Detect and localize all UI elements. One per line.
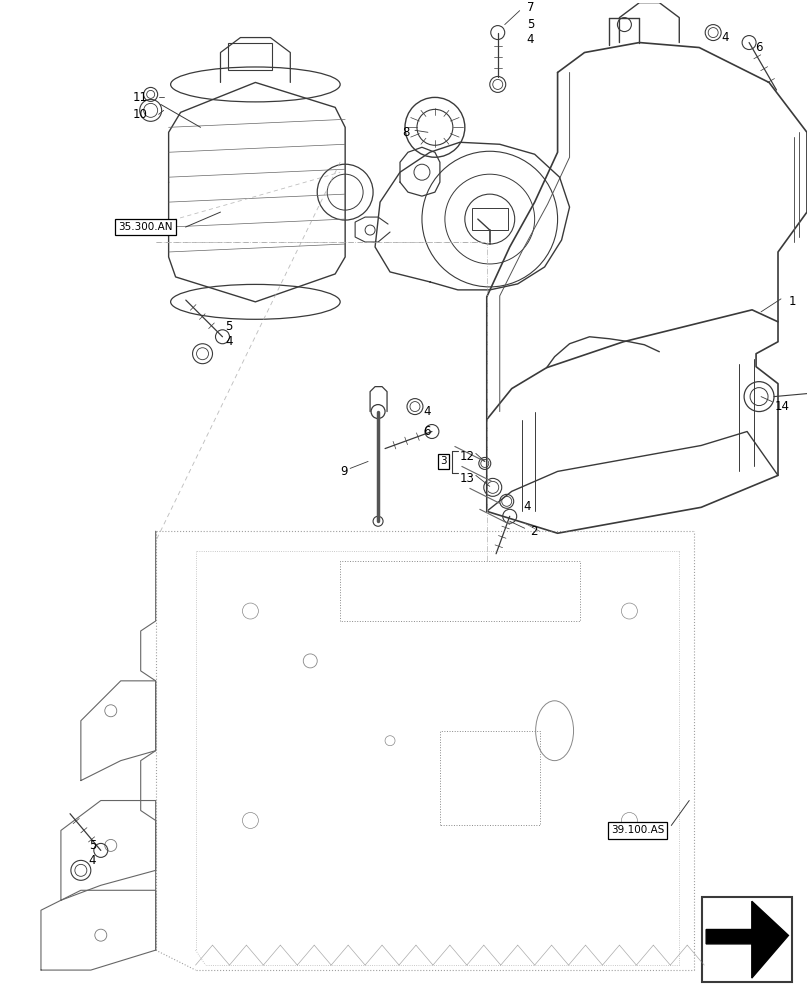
Text: 5: 5	[225, 320, 233, 333]
Text: 13: 13	[460, 472, 475, 485]
Text: 4: 4	[423, 405, 431, 418]
Text: 39.100.AS: 39.100.AS	[611, 825, 664, 835]
Text: 4: 4	[524, 500, 531, 513]
Text: 6: 6	[755, 41, 763, 54]
Text: 7: 7	[527, 1, 534, 14]
Text: 1: 1	[789, 295, 797, 308]
Text: 4: 4	[225, 335, 233, 348]
Polygon shape	[706, 901, 789, 978]
Text: 8: 8	[402, 126, 410, 139]
Text: 14: 14	[775, 400, 790, 413]
Text: 4: 4	[527, 33, 534, 46]
Text: 4: 4	[89, 854, 96, 867]
Text: 5: 5	[89, 839, 96, 852]
Text: 11: 11	[133, 91, 148, 104]
Text: 6: 6	[423, 425, 431, 438]
Bar	[229, 43, 272, 70]
Text: 12: 12	[460, 450, 475, 463]
Text: 2: 2	[530, 525, 537, 538]
Text: 4: 4	[722, 31, 729, 44]
Text: 10: 10	[133, 108, 148, 121]
Text: 3: 3	[440, 456, 447, 466]
Text: 35.300.AN: 35.300.AN	[119, 222, 173, 232]
Text: 5: 5	[527, 18, 534, 31]
Bar	[472, 208, 507, 230]
Bar	[702, 897, 793, 982]
Text: 9: 9	[340, 465, 347, 478]
